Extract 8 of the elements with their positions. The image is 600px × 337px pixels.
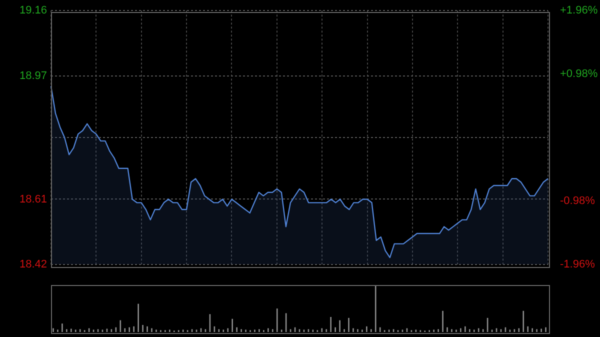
y2-tick-label: -0.98%: [560, 194, 596, 207]
y2-tick-label: -1.96%: [560, 258, 596, 270]
y2-tick-label: +1.96%: [560, 4, 598, 17]
y2-tick-label: +0.98%: [560, 68, 598, 80]
y-tick-label: 18.42: [19, 258, 47, 270]
y-tick-label: 18.97: [19, 70, 47, 82]
y-tick-label: 19.16: [19, 4, 47, 17]
y-tick-label: 18.61: [19, 193, 47, 206]
